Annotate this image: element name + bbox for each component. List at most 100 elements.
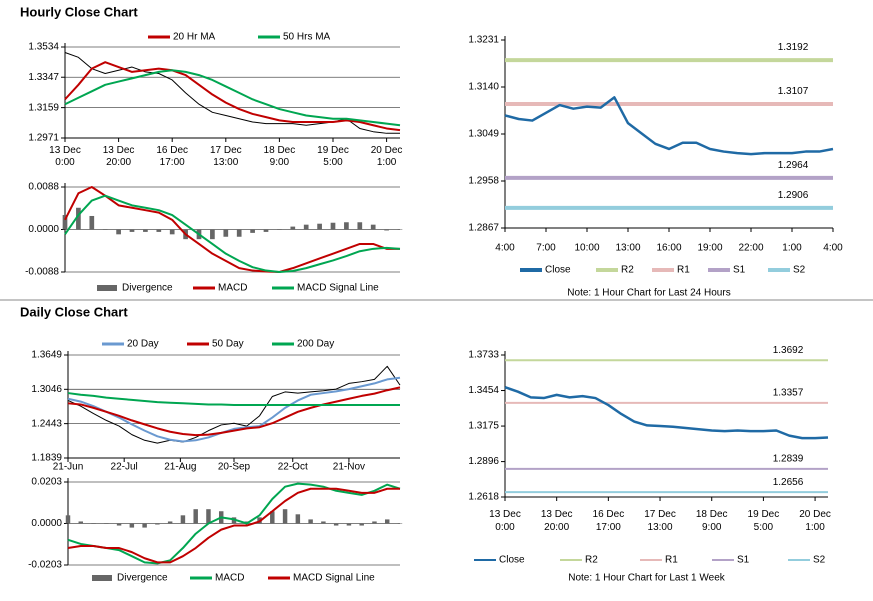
- divergence-bar: [223, 229, 229, 237]
- divergence-bar: [303, 224, 309, 230]
- divergence-bar: [270, 511, 275, 524]
- divergence-bar: [62, 215, 68, 230]
- divergence-bar: [206, 509, 211, 524]
- y-tick-label: 1.2443: [31, 418, 62, 429]
- divergence-bar: [156, 229, 162, 232]
- y-tick-label: 1.2867: [468, 223, 499, 234]
- x-tick-label-line: 5:00: [323, 157, 343, 168]
- x-tick-label: 18 Dec 9:00: [264, 145, 296, 168]
- y-tick-label: 0.0203: [31, 477, 62, 488]
- x-tick-label: 19 Dec 5:00: [317, 145, 349, 168]
- divergence-bar: [250, 229, 255, 233]
- divergence-bar: [397, 229, 403, 230]
- legend-label: MACD: [215, 573, 244, 584]
- y-tick-label: 0.0000: [31, 518, 62, 529]
- y-tick-label: 1.3159: [28, 102, 59, 113]
- x-tick-label-line: 20 Dec: [371, 145, 403, 156]
- divergence-bar: [346, 523, 352, 526]
- level-label: 1.2906: [778, 190, 809, 201]
- divergence-bar: [344, 222, 349, 230]
- divergence-bar: [76, 207, 81, 230]
- series-line: [67, 376, 401, 443]
- legend-label: Close: [499, 555, 525, 566]
- x-tick-label: 13:00: [615, 243, 640, 254]
- series-line: [67, 386, 401, 437]
- legend-label: R1: [665, 555, 678, 566]
- divergence-bar: [359, 523, 364, 526]
- y-tick-label: 0.0088: [28, 182, 59, 193]
- series-line: [504, 96, 834, 156]
- series-line: [64, 61, 401, 132]
- divergence-bar: [142, 523, 147, 528]
- x-tick-label-line: 13:00: [213, 157, 238, 168]
- x-tick-label-line: 17:00: [160, 157, 185, 168]
- divergence-bar: [384, 519, 390, 524]
- divergence-bar: [210, 229, 215, 240]
- divergence-bar: [102, 229, 108, 230]
- x-tick-label-line: 20:00: [106, 157, 131, 168]
- x-tick-label-line: 17 Dec: [644, 509, 676, 520]
- divergence-bar: [295, 514, 301, 524]
- divergence-bar: [277, 229, 282, 230]
- divergence-bar: [65, 515, 71, 524]
- divergence-bar: [370, 224, 376, 230]
- series-line: [67, 482, 401, 565]
- legend-label: MACD Signal Line: [293, 573, 375, 584]
- x-tick-label-line: 16 Dec: [593, 509, 625, 520]
- divergence-bar: [321, 521, 326, 524]
- level-label: 1.3692: [773, 345, 804, 356]
- legend-label: 20 Day: [127, 339, 159, 350]
- legend-label: R2: [621, 265, 634, 276]
- x-tick-label: 17 Dec 13:00: [644, 509, 676, 533]
- divergence-bar: [155, 523, 160, 525]
- x-tick-label-line: 9:00: [270, 157, 290, 168]
- x-tick-label-line: 20 Dec: [799, 509, 831, 520]
- x-tick-label: 22:00: [738, 243, 763, 254]
- y-tick-label: 1.2958: [468, 176, 499, 187]
- divergence-bar: [116, 229, 121, 235]
- x-tick-label: 4:00: [495, 243, 515, 254]
- y-tick-label: 1.3140: [468, 82, 499, 93]
- x-tick-label: 13 Dec 20:00: [541, 509, 573, 533]
- x-tick-label-line: 18 Dec: [696, 509, 728, 520]
- divergence-bar: [384, 229, 389, 231]
- chart-note: Note: 1 Hour Chart for Last 24 Hours: [567, 288, 730, 299]
- divergence-bar: [116, 523, 122, 526]
- x-tick-label-line: 5:00: [754, 522, 774, 533]
- x-tick-label-line: 13 Dec: [541, 509, 573, 520]
- x-tick-label: 13 Dec 0:00: [489, 509, 521, 533]
- x-tick-label-line: 1:00: [805, 522, 825, 533]
- x-tick-label-line: 13 Dec: [49, 145, 81, 156]
- x-tick-label-line: 19 Dec: [317, 145, 349, 156]
- divergence-bar: [290, 226, 296, 230]
- series-line: [67, 487, 400, 564]
- x-tick-label-line: 18 Dec: [264, 145, 296, 156]
- legend-label: 20 Hr MA: [173, 32, 216, 43]
- divergence-bar: [143, 229, 148, 232]
- x-tick-label: 21-Nov: [333, 462, 365, 473]
- x-tick-label: 13 Dec 0:00: [49, 145, 81, 168]
- divergence-bar: [169, 229, 175, 235]
- x-tick-label-line: 16 Dec: [156, 145, 188, 156]
- series-line: [64, 69, 401, 127]
- y-tick-label: 0.0000: [28, 224, 59, 235]
- x-tick-label-line: 0:00: [55, 157, 75, 168]
- legend-label: MACD Signal Line: [297, 283, 379, 294]
- legend-label: MACD: [218, 283, 247, 294]
- x-tick-label: 7:00: [536, 243, 556, 254]
- x-tick-label: 16:00: [656, 243, 681, 254]
- legend-label: Close: [545, 265, 571, 276]
- y-tick-label: 1.3175: [468, 421, 499, 432]
- y-tick-label: -0.0203: [28, 560, 62, 571]
- x-tick-label: 20-Sep: [218, 462, 251, 473]
- section-heading: Daily Close Chart: [20, 304, 128, 319]
- legend-label: Divergence: [117, 573, 168, 584]
- divergence-bar: [372, 521, 377, 524]
- level-label: 1.2964: [778, 160, 809, 171]
- legend-label: 50 Day: [212, 339, 244, 350]
- legend-label: Divergence: [122, 283, 173, 294]
- y-tick-label: 1.3049: [468, 129, 499, 140]
- series-line: [504, 386, 829, 440]
